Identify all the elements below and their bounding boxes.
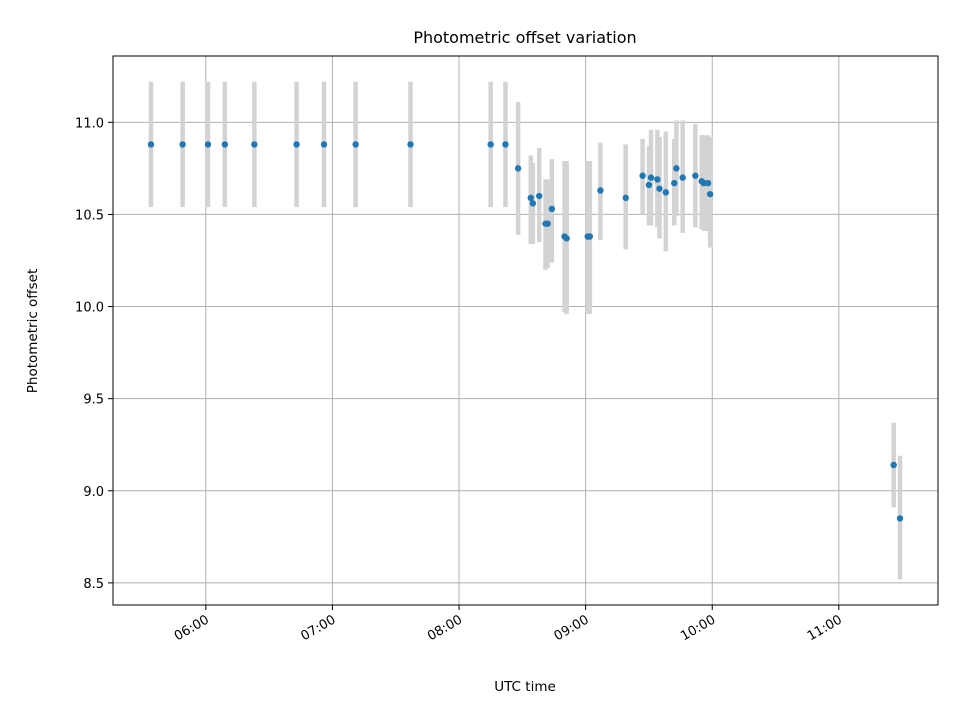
x-tick-label: 10:00 xyxy=(678,612,718,644)
x-axis-label: UTC time xyxy=(494,679,556,695)
data-point xyxy=(487,141,494,148)
data-point xyxy=(706,190,714,198)
data-point xyxy=(536,192,543,200)
data-point xyxy=(204,141,212,148)
data-point xyxy=(673,165,680,172)
data-point xyxy=(221,141,229,148)
grid xyxy=(113,56,938,605)
data-point xyxy=(407,141,414,148)
data-point xyxy=(704,179,712,187)
data-point xyxy=(662,189,670,196)
data-point xyxy=(563,235,570,242)
data-point xyxy=(529,200,537,207)
x-tick-label: 06:00 xyxy=(172,612,212,644)
data-point xyxy=(679,174,686,181)
y-tick-label: 9.0 xyxy=(83,485,104,500)
data-point xyxy=(692,172,699,179)
data-point xyxy=(645,181,653,189)
data-point xyxy=(597,187,604,194)
y-axis-label: Photometric offset xyxy=(25,269,41,393)
data-point xyxy=(890,461,897,469)
x-tick-label: 07:00 xyxy=(298,612,338,644)
data-point xyxy=(656,185,663,192)
data-points xyxy=(147,141,904,522)
data-point xyxy=(179,141,186,148)
x-tick-label: 08:00 xyxy=(425,612,465,644)
data-point xyxy=(251,141,258,148)
data-point xyxy=(896,515,904,522)
y-tick-label: 11.0 xyxy=(75,116,104,131)
data-point xyxy=(586,233,594,240)
data-point xyxy=(514,165,522,172)
data-point xyxy=(647,174,655,181)
data-point xyxy=(622,194,629,202)
y-tick-label: 10.0 xyxy=(75,301,104,316)
x-tick-label: 09:00 xyxy=(552,612,592,644)
x-tick-label: 11:00 xyxy=(805,612,845,644)
y-tick-label: 9.5 xyxy=(83,393,104,408)
y-tick-label: 8.5 xyxy=(83,577,104,592)
data-point xyxy=(548,205,556,213)
data-point xyxy=(352,141,359,148)
x-ticks: 06:00 07:00 08:00 09:00 10:00 11:00 xyxy=(172,605,845,644)
y-tick-label: 10.5 xyxy=(75,208,104,223)
data-point xyxy=(293,141,300,148)
data-point xyxy=(639,172,646,179)
chart-title: Photometric offset variation xyxy=(413,28,636,47)
data-point xyxy=(654,176,661,183)
data-point xyxy=(544,220,551,227)
data-point xyxy=(527,194,534,202)
data-point xyxy=(147,141,155,148)
data-point xyxy=(502,141,509,148)
data-point xyxy=(320,141,328,148)
plot-frame xyxy=(112,55,939,606)
y-ticks: 8.5 9.0 9.5 10.0 10.5 11.0 xyxy=(75,116,113,592)
data-point xyxy=(671,179,678,187)
error-bars xyxy=(148,81,903,580)
